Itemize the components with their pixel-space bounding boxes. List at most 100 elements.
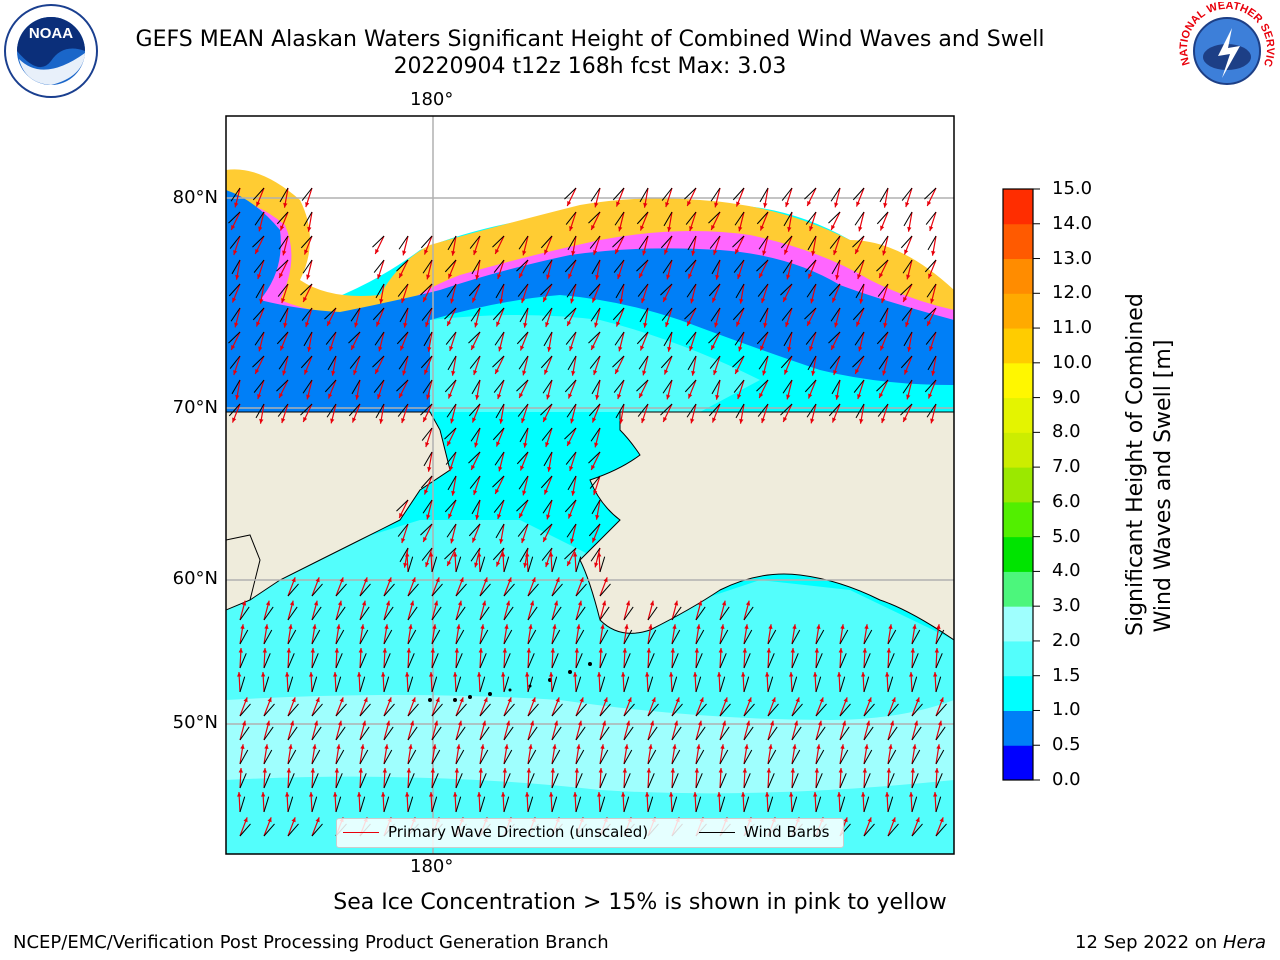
wind-barb <box>589 235 601 249</box>
wind-barb <box>815 796 822 813</box>
colorbar-tick-label: 4.0 <box>1052 560 1081 582</box>
wind-barb <box>566 523 577 538</box>
wave-arrow-head <box>279 272 284 278</box>
wave-arrow-head <box>792 744 797 750</box>
wind-barb <box>757 403 769 417</box>
wind-barb <box>638 235 649 250</box>
wind-barb <box>887 676 894 693</box>
wind-barb <box>791 726 802 741</box>
wind-barb <box>455 726 466 741</box>
wave-arrow-head <box>888 744 893 750</box>
wave-arrow-head <box>234 322 239 328</box>
wind-barb <box>431 583 443 597</box>
wave-arrow-head <box>889 720 895 726</box>
wind-barb <box>887 796 894 813</box>
wind-barb <box>359 629 369 645</box>
wave-arrow-head <box>598 648 603 653</box>
wind-barb <box>575 606 586 621</box>
wave-arrow-head <box>304 249 309 255</box>
wind-barb <box>756 259 769 272</box>
wind-barb <box>853 379 865 393</box>
wave-arrow-head <box>663 416 668 422</box>
wind-barb <box>479 583 491 597</box>
wave-arrow-head <box>807 200 812 206</box>
wind-barb <box>431 749 441 765</box>
wind-barb <box>492 547 505 561</box>
wind-barb <box>660 235 673 249</box>
wind-barb <box>494 331 505 346</box>
wind-barb <box>349 355 361 369</box>
wave-arrow-head <box>333 792 338 797</box>
wave-arrow-head <box>283 322 288 328</box>
wind-barb <box>423 451 433 467</box>
wind-barb <box>326 403 337 418</box>
colorbar-segment <box>1003 536 1033 572</box>
wind-barb <box>863 726 874 741</box>
wind-barb <box>327 355 337 371</box>
wave-arrow-head <box>405 792 410 797</box>
wave-arrow-head <box>670 768 675 773</box>
wave-arrow-head <box>664 249 669 255</box>
wave-arrow-head <box>280 225 285 231</box>
wind-barb <box>671 703 683 717</box>
wave-arrow-head <box>478 648 483 653</box>
wave-arrow-head <box>641 418 646 424</box>
wind-barb <box>527 653 535 669</box>
wind-barb <box>647 796 654 813</box>
wave-arrow-head <box>595 274 600 280</box>
wave-arrow-head <box>867 817 872 823</box>
wave-arrow-head <box>521 298 526 304</box>
wind-barb <box>879 307 889 323</box>
wind-barb <box>695 773 703 789</box>
wind-barb <box>543 331 553 347</box>
wind-barb <box>383 583 395 597</box>
wave-arrow-head <box>838 768 843 773</box>
colorbar-tick-label: 3.0 <box>1052 595 1081 617</box>
wind-barb <box>516 259 529 272</box>
wind-barb <box>613 259 625 273</box>
wind-barb <box>351 379 361 395</box>
wind-barb <box>239 676 246 693</box>
wave-arrow-head <box>569 346 574 352</box>
wave-arrow-head <box>401 538 406 544</box>
wave-arrow-head <box>617 394 622 400</box>
wave-arrow-head <box>427 466 432 472</box>
colorbar-segment <box>1003 362 1033 399</box>
wave-arrow-head <box>930 418 935 424</box>
wind-barb <box>647 676 654 693</box>
wave-arrow-head <box>569 466 574 472</box>
wind-barb <box>636 259 649 272</box>
wind-barb <box>540 523 553 536</box>
wind-barb <box>455 583 467 597</box>
wind-barb <box>420 283 433 296</box>
wave-arrow-head <box>459 577 464 583</box>
wave-arrow-head <box>279 392 284 398</box>
wind-barb <box>599 556 606 573</box>
wave-arrow-head <box>523 322 528 328</box>
wave-arrow-head <box>528 744 533 750</box>
wind-barb <box>782 259 793 274</box>
wind-barb <box>588 523 601 537</box>
wave-arrow-head <box>432 744 437 750</box>
wave-arrow-head <box>616 321 621 327</box>
wind-barb <box>935 653 943 669</box>
wave-arrow-head <box>738 226 743 232</box>
wind-barb <box>551 703 563 717</box>
wave-arrow-head <box>665 322 670 328</box>
wind-barb <box>564 379 577 393</box>
wave-arrow-head <box>255 248 260 254</box>
wave-arrow-head <box>234 202 239 208</box>
colorbar-segment <box>1003 467 1033 503</box>
wind-barb <box>541 547 553 561</box>
wind-barb <box>900 355 913 369</box>
wave-arrow-head <box>792 624 797 630</box>
wind-barb <box>279 307 289 323</box>
wind-barb <box>806 283 817 298</box>
wave-arrow-head <box>499 298 504 304</box>
wind-barb <box>911 653 919 669</box>
wave-arrow-head <box>915 817 920 823</box>
wind-barb <box>516 379 529 392</box>
wind-barb <box>527 703 539 717</box>
wave-arrow-head <box>522 490 527 496</box>
wind-barb <box>767 703 779 717</box>
